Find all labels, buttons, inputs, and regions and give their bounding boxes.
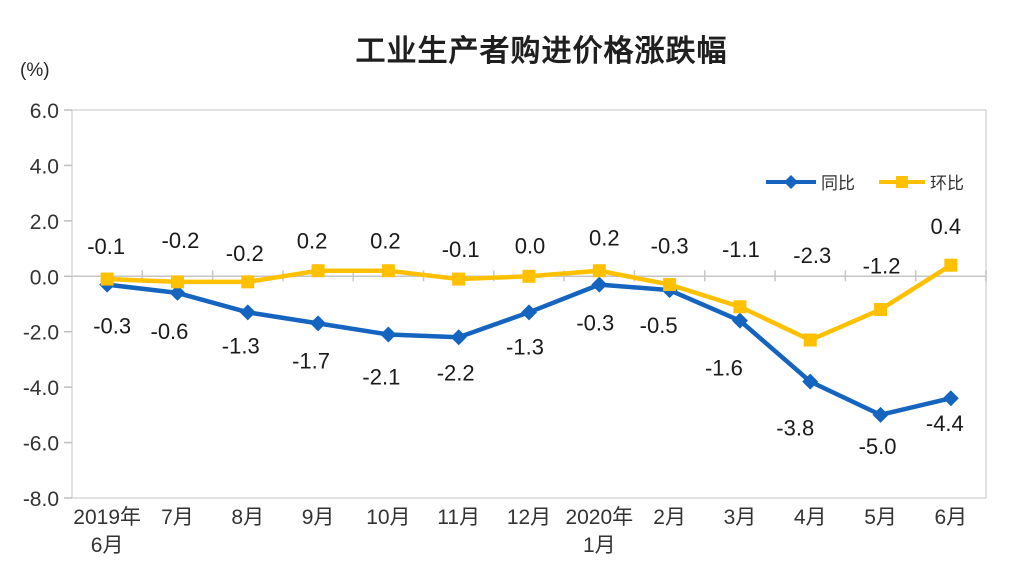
data-point-marker	[380, 326, 397, 343]
data-point-marker	[803, 333, 817, 347]
data-label: -1.7	[292, 348, 330, 373]
mom-series-line-icon	[879, 175, 925, 188]
data-point-marker	[872, 406, 889, 423]
legend-label-mom: 环比	[930, 174, 964, 193]
y-axis-tick-label: 4.0	[30, 155, 59, 178]
data-label: -2.3	[793, 243, 831, 268]
data-label: -0.2	[226, 241, 264, 266]
legend-item-mom: 环比	[879, 169, 964, 194]
data-point-marker	[802, 373, 819, 390]
y-axis-tick-label: -2.0	[23, 322, 59, 345]
data-label: -2.1	[362, 364, 400, 389]
data-label: -0.2	[162, 228, 200, 253]
data-label: -4.4	[926, 411, 964, 436]
data-label: -1.2	[863, 254, 901, 279]
data-label: -1.6	[705, 356, 743, 381]
data-point-marker	[521, 304, 537, 321]
chart-legend: 同比 环比	[766, 169, 964, 194]
data-point-marker	[874, 303, 888, 317]
data-point-marker	[239, 304, 256, 321]
data-label: -3.8	[776, 416, 814, 441]
data-point-marker	[663, 278, 677, 292]
x-axis-tick-label: 4月	[794, 506, 827, 529]
legend-item-yoy: 同比	[766, 169, 855, 194]
data-point-marker	[241, 275, 255, 289]
legend-label-yoy: 同比	[821, 174, 855, 193]
x-axis-tick-label: 2019年 6月	[73, 506, 141, 557]
series-mom: -0.1 -0.2 -0.2 0.2 0.2 -0.1 0.0 0.2 -0.3 -1.1 -2.3…	[87, 214, 962, 347]
x-axis-tick-label: 7月	[161, 506, 194, 529]
data-point-marker	[310, 315, 327, 332]
data-label: -0.1	[87, 234, 125, 259]
y-axis-tick-label: -6.0	[23, 433, 59, 456]
data-point-marker	[591, 276, 608, 293]
x-axis-tick-label: 2020年 1月	[565, 506, 633, 557]
x-axis-tick-label: 8月	[231, 506, 264, 529]
x-axis-tick-label: 5月	[864, 506, 897, 529]
data-point-marker	[169, 284, 186, 301]
data-point-marker	[522, 269, 536, 283]
data-point-marker	[731, 312, 748, 329]
data-label: -0.5	[640, 313, 678, 338]
data-point-marker	[733, 300, 747, 314]
x-axis-tick-label: 11月	[437, 506, 480, 529]
data-point-marker	[450, 329, 467, 346]
data-label: 0.0	[515, 233, 546, 258]
data-label: 0.2	[370, 229, 401, 254]
plot-border	[71, 109, 987, 499]
data-point-marker	[944, 258, 958, 272]
x-axis-tick-label: 9月	[302, 506, 335, 529]
x-axis-tick-label: 3月	[724, 506, 757, 529]
data-label: -5.0	[859, 434, 897, 459]
data-label: -0.6	[151, 319, 189, 344]
data-label: 0.2	[589, 226, 620, 251]
data-point-marker	[592, 264, 606, 278]
data-label: -1.3	[222, 333, 260, 358]
x-axis-tick-label: 10月	[366, 506, 410, 529]
data-label: -1.3	[506, 334, 544, 359]
data-point-marker	[100, 272, 114, 286]
y-axis-tick-label: -4.0	[23, 377, 59, 400]
x-axis-tick-label: 12月	[507, 506, 551, 529]
data-point-marker	[381, 264, 395, 278]
yoy-series-line-icon	[766, 174, 816, 189]
y-axis-unit-label: (%)	[20, 60, 50, 81]
data-point-marker	[170, 275, 184, 289]
series-yoy: -0.3 -0.6 -1.3 -1.7 -2.1 -2.2 -1.3 -0.3 -0.5 -1.6…	[93, 276, 964, 459]
data-label: -0.1	[442, 237, 480, 262]
data-label: 0.2	[297, 229, 328, 254]
y-axis-tick-label: 0.0	[30, 266, 59, 289]
data-point-marker	[311, 264, 325, 278]
data-label: -0.3	[651, 234, 689, 259]
data-label: -0.3	[576, 311, 614, 336]
data-label: -2.2	[437, 360, 475, 385]
data-label: 0.4	[931, 214, 962, 239]
data-point-marker	[942, 390, 959, 407]
chart-title: 工业生产者购进价格涨跌幅	[355, 35, 728, 68]
y-axis-tick-label: 2.0	[30, 211, 59, 234]
data-point-marker	[452, 272, 466, 286]
x-axis-tick-label: 6月	[935, 506, 968, 529]
y-axis-tick-label: 6.0	[30, 100, 59, 123]
data-label: -0.3	[93, 314, 131, 339]
x-axis-tick-label: 2月	[653, 506, 686, 529]
y-axis-tick-label: -8.0	[23, 488, 59, 511]
data-label: -1.1	[722, 237, 760, 262]
